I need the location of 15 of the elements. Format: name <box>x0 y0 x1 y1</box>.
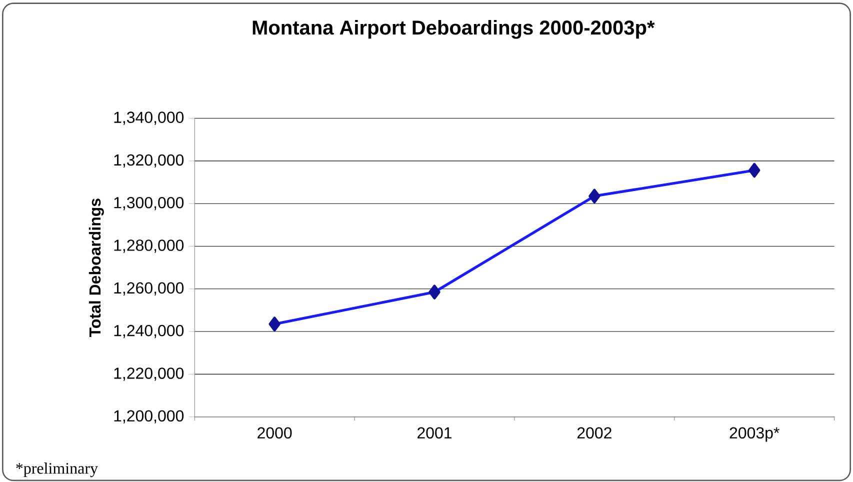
y-tick-label: 1,340,000 <box>114 112 184 125</box>
y-tick-label: 1,300,000 <box>114 197 184 210</box>
y-tick-label: 1,240,000 <box>114 325 184 338</box>
y-tick-label: 1,200,000 <box>114 410 184 424</box>
x-tick-label: 2000 <box>258 427 292 439</box>
y-tick-label: 1,260,000 <box>114 282 184 296</box>
x-tick-label: 2003p* <box>730 427 780 442</box>
chart-title: Montana Airport Deboardings 2000-2003p* <box>252 20 655 39</box>
y-tick-label: 1,220,000 <box>114 368 184 381</box>
text: *preliminary <box>16 462 98 478</box>
y-tick-label: 1,280,000 <box>114 240 184 253</box>
y-tick-label: 1,320,000 <box>114 154 184 168</box>
x-tick-label: 2001 <box>418 427 452 439</box>
x-tick-label: 2002 <box>577 427 612 439</box>
y-axis-title: Total Deboardings <box>88 198 104 338</box>
